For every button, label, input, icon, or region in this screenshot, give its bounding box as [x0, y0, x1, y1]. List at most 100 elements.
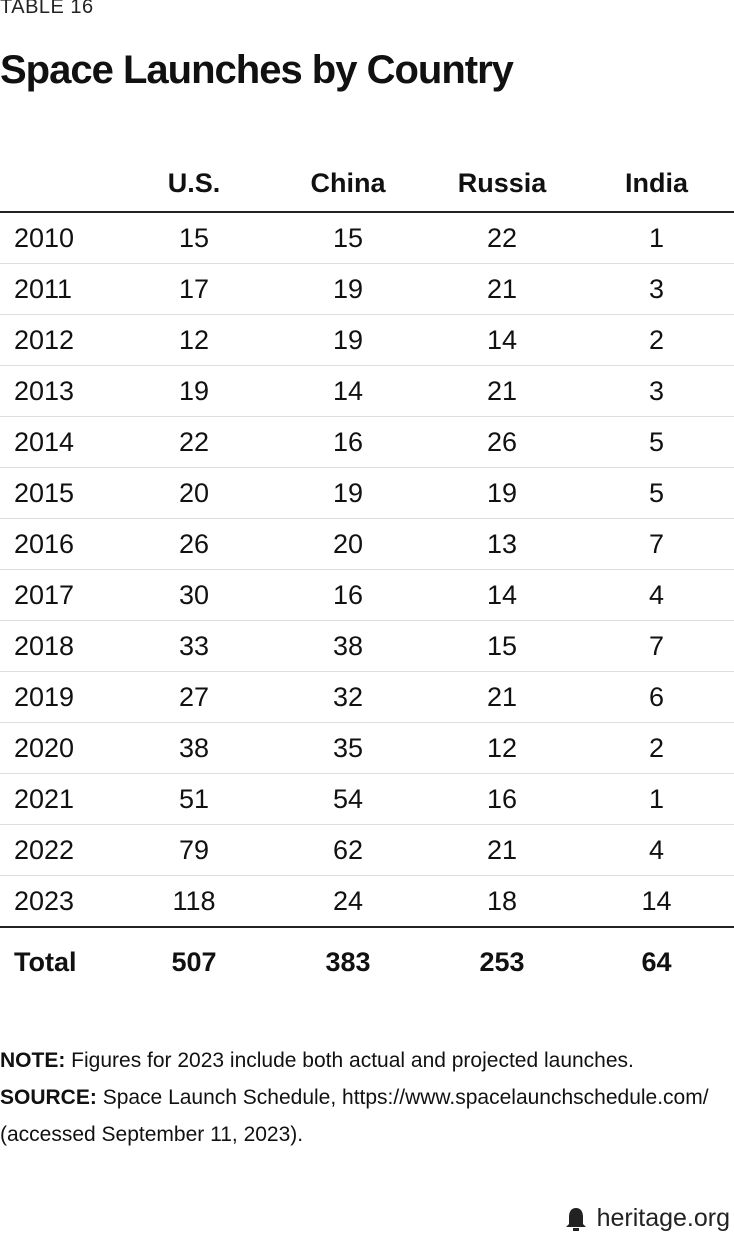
cell: 19 [425, 467, 579, 519]
cell: 1 [579, 212, 734, 264]
cell: 14 [579, 875, 734, 928]
cell: 5 [579, 467, 734, 519]
cell: 14 [271, 365, 425, 417]
cell: 14 [425, 569, 579, 621]
table-row: 2018 33 38 15 7 [0, 620, 734, 672]
cell: 3 [579, 365, 734, 417]
cell: 15 [117, 212, 271, 264]
cell: 3 [579, 263, 734, 315]
cell: 12 [425, 722, 579, 774]
table-row: 2022 79 62 21 4 [0, 824, 734, 876]
table-title: Space Launches by Country [0, 48, 514, 92]
cell: 19 [271, 263, 425, 315]
row-label: 2015 [0, 467, 117, 519]
table-row: 2013 19 14 21 3 [0, 365, 734, 417]
cell: 24 [271, 875, 425, 928]
header-cell: Russia [425, 155, 579, 213]
cell: 118 [117, 875, 271, 928]
cell: 19 [117, 365, 271, 417]
cell: 30 [117, 569, 271, 621]
cell: 16 [271, 569, 425, 621]
cell: 21 [425, 263, 579, 315]
cell: 19 [271, 467, 425, 519]
total-row: Total 507 383 253 64 [0, 926, 734, 996]
note: SOURCE: Space Launch Schedule, https://w… [0, 1079, 720, 1153]
total-label: Total [0, 926, 117, 996]
footer-text: heritage.org [596, 1204, 730, 1232]
cell: 19 [271, 314, 425, 366]
cell: 13 [425, 518, 579, 570]
cell: 1 [579, 773, 734, 825]
cell: 5 [579, 416, 734, 468]
cell: 14 [425, 314, 579, 366]
cell: 38 [117, 722, 271, 774]
table-row: 2010 15 15 22 1 [0, 212, 734, 264]
cell: 20 [117, 467, 271, 519]
table-row: 2015 20 19 19 5 [0, 467, 734, 519]
notes: NOTE: Figures for 2023 include both actu… [0, 1042, 720, 1153]
table-row: 2016 26 20 13 7 [0, 518, 734, 570]
row-label: 2013 [0, 365, 117, 417]
cell: 38 [271, 620, 425, 672]
note-label: SOURCE: [0, 1086, 97, 1109]
row-label: 2016 [0, 518, 117, 570]
row-label: 2020 [0, 722, 117, 774]
cell: 4 [579, 824, 734, 876]
cell: 33 [117, 620, 271, 672]
cell: 20 [271, 518, 425, 570]
cell: 18 [425, 875, 579, 928]
cell: 26 [117, 518, 271, 570]
table-row: 2017 30 16 14 4 [0, 569, 734, 621]
cell: 21 [425, 365, 579, 417]
cell: 17 [117, 263, 271, 315]
cell: 6 [579, 671, 734, 723]
note-label: NOTE: [0, 1049, 66, 1072]
row-label: 2018 [0, 620, 117, 672]
row-label: 2010 [0, 212, 117, 264]
cell: 79 [117, 824, 271, 876]
cell: 22 [117, 416, 271, 468]
row-label: 2017 [0, 569, 117, 621]
cell: 16 [425, 773, 579, 825]
row-label: 2011 [0, 263, 117, 315]
header-cell: U.S. [117, 155, 271, 213]
cell: 15 [271, 212, 425, 264]
cell: 51 [117, 773, 271, 825]
cell: 22 [425, 212, 579, 264]
table-body: 2010 15 15 22 1 2011 17 19 21 3 2012 12 19 14 2 2013 19 1… [0, 212, 734, 996]
note: NOTE: Figures for 2023 include both actu… [0, 1042, 720, 1079]
row-label: 2012 [0, 314, 117, 366]
total-cell: 64 [579, 926, 734, 996]
table-row: 2012 12 19 14 2 [0, 314, 734, 366]
cell: 21 [425, 824, 579, 876]
table-label: TABLE 16 [0, 0, 94, 18]
cell: 32 [271, 671, 425, 723]
cell: 2 [579, 314, 734, 366]
note-text: Figures for 2023 include both actual and… [71, 1049, 634, 1072]
total-cell: 383 [271, 926, 425, 996]
note-text: Space Launch Schedule, https://www.space… [0, 1086, 709, 1146]
data-table: U.S. China Russia India 2010 15 15 22 1 2011 17 19… [0, 155, 734, 996]
cell: 2 [579, 722, 734, 774]
cell: 35 [271, 722, 425, 774]
bell-icon [565, 1207, 586, 1231]
row-label: 2023 [0, 875, 117, 928]
cell: 26 [425, 416, 579, 468]
row-label: 2022 [0, 824, 117, 876]
cell: 54 [271, 773, 425, 825]
row-label: 2019 [0, 671, 117, 723]
table-row: 2023 118 24 18 14 [0, 875, 734, 928]
header-cell: China [271, 155, 425, 213]
row-label: 2014 [0, 416, 117, 468]
cell: 15 [425, 620, 579, 672]
footer: heritage.org [565, 1204, 730, 1233]
header-row: U.S. China Russia India [0, 155, 734, 213]
cell: 21 [425, 671, 579, 723]
cell: 62 [271, 824, 425, 876]
table-row: 2020 38 35 12 2 [0, 722, 734, 774]
total-cell: 253 [425, 926, 579, 996]
table-row: 2021 51 54 16 1 [0, 773, 734, 825]
cell: 4 [579, 569, 734, 621]
cell: 27 [117, 671, 271, 723]
